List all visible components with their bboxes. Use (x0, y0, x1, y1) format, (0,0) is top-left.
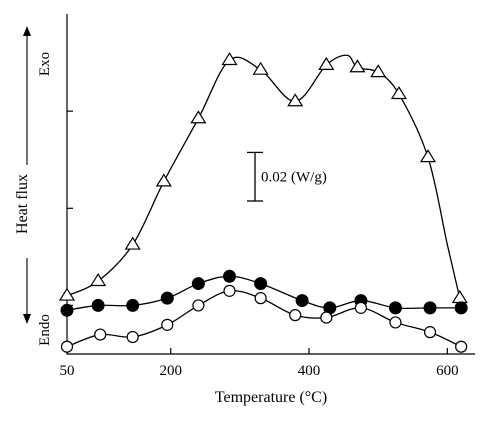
x-tick-label: 200 (159, 363, 182, 379)
scale-bar-label: 0.02 (W/g) (261, 170, 327, 186)
open-circle-marker (254, 292, 267, 305)
open-circle-marker (126, 330, 139, 344)
x-axis-title: Temperature (°C) (215, 389, 327, 406)
endo-label: Endo (37, 314, 53, 346)
open-circle-marker (455, 340, 468, 353)
exo-label: Exo (37, 52, 53, 76)
triangle-marker (318, 56, 335, 70)
filled-circle-marker (160, 291, 174, 305)
filled-circle-marker (388, 301, 402, 315)
filled-circle-marker (423, 301, 437, 315)
series-line-triangle-open (66, 54, 461, 299)
open-circle-marker (423, 326, 437, 339)
labels: Temperature (°C) Heat flux Exo Endo 0.02… (14, 26, 327, 406)
triangle-marker (221, 52, 238, 66)
open-circle-marker (223, 284, 236, 297)
x-tick-label: 50 (60, 363, 75, 379)
series-markers (58, 52, 468, 353)
open-circle-marker (354, 301, 367, 314)
filled-circle-marker (191, 277, 205, 291)
open-circle-marker (94, 328, 107, 341)
filled-circle-marker (295, 294, 309, 308)
open-circle-marker (289, 309, 302, 322)
filled-circle-marker (223, 269, 237, 283)
filled-circle-marker (126, 298, 140, 312)
triangle-marker (252, 61, 269, 75)
triangle-marker (58, 287, 76, 301)
exo-arrow-icon (23, 26, 31, 36)
x-tick-label: 600 (436, 363, 459, 379)
y-axis-title: Heat flux (14, 174, 31, 234)
open-circle-marker (389, 316, 402, 329)
triangle-marker (370, 64, 387, 78)
scale-bar (247, 151, 263, 202)
axes: 50 200 400 600 (60, 14, 475, 379)
triangle-marker (90, 273, 107, 287)
triangle-marker (349, 59, 366, 73)
filled-circle-marker (91, 298, 105, 312)
filled-circle-marker (60, 303, 74, 317)
filled-circle-marker (454, 301, 468, 315)
triangle-marker (287, 93, 304, 107)
open-circle-marker (60, 340, 74, 353)
filled-circle-marker (254, 277, 268, 291)
open-circle-marker (320, 311, 333, 324)
triangle-marker (390, 86, 408, 100)
triangle-marker (419, 149, 437, 163)
open-circle-marker (161, 318, 174, 331)
open-circle-marker (192, 299, 205, 312)
triangle-marker (155, 173, 172, 187)
triangle-marker (190, 110, 207, 124)
endo-arrow-icon (23, 314, 31, 324)
triangle-marker (124, 236, 141, 250)
x-tick-label: 400 (298, 363, 321, 379)
triangle-marker (451, 290, 468, 304)
